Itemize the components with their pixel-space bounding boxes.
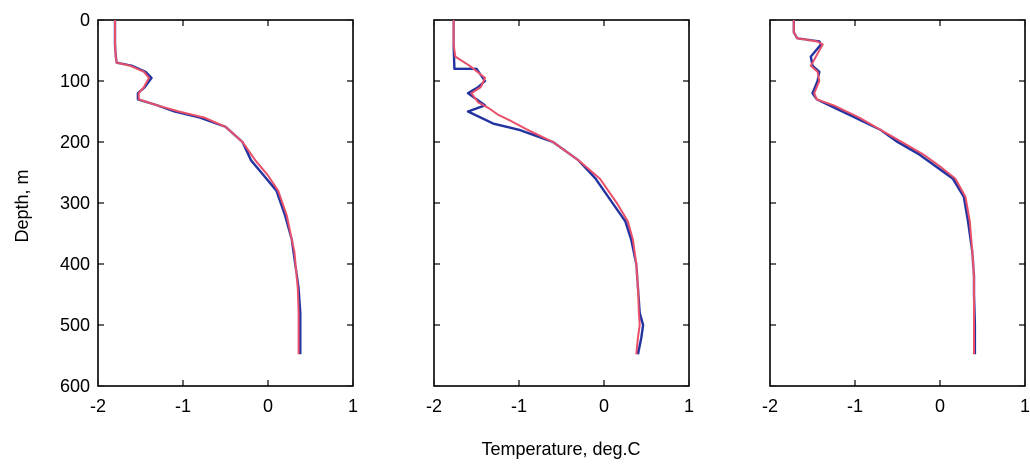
- panel-2: -2 -1 0 1: [426, 19, 694, 416]
- x-tick-label: -1: [175, 396, 191, 416]
- series-line-1: [113, 20, 302, 355]
- x-tick-label: -1: [511, 396, 527, 416]
- series-line-1: [792, 20, 977, 355]
- y-tick-label: 500: [60, 315, 90, 335]
- x-tick-label: 0: [599, 396, 609, 416]
- panel-3: -2 -1 0 1: [762, 19, 1030, 416]
- series-line-1: [452, 20, 645, 355]
- x-axis-title: Temperature, deg.C: [481, 439, 640, 459]
- y-axis-title: Depth, m: [12, 169, 32, 242]
- x-tick-label: 1: [684, 396, 694, 416]
- series-line-2: [452, 20, 641, 355]
- y-tick-label: 100: [60, 71, 90, 91]
- y-tick-label: 200: [60, 132, 90, 152]
- x-tick-label: -2: [426, 396, 442, 416]
- x-tick-label: -2: [90, 396, 106, 416]
- panel-1: -2 -1 0 1 0 100 200 300 400 500 600: [60, 10, 358, 416]
- x-tick-label: -1: [847, 396, 863, 416]
- plot-frame: [433, 19, 690, 387]
- x-tick-label: -2: [762, 396, 778, 416]
- y-tick-label: 400: [60, 254, 90, 274]
- y-tick-label: 600: [60, 376, 90, 396]
- series-line-2: [792, 20, 975, 355]
- x-tick-label: 1: [348, 396, 358, 416]
- plot-frame: [97, 19, 354, 387]
- x-tick-label: 0: [935, 396, 945, 416]
- y-tick-label: 300: [60, 193, 90, 213]
- x-tick-label: 1: [1020, 396, 1030, 416]
- plot-frame: [769, 19, 1026, 387]
- x-tick-label: 0: [263, 396, 273, 416]
- y-tick-label: 0: [80, 10, 90, 30]
- series-line-2: [114, 20, 300, 355]
